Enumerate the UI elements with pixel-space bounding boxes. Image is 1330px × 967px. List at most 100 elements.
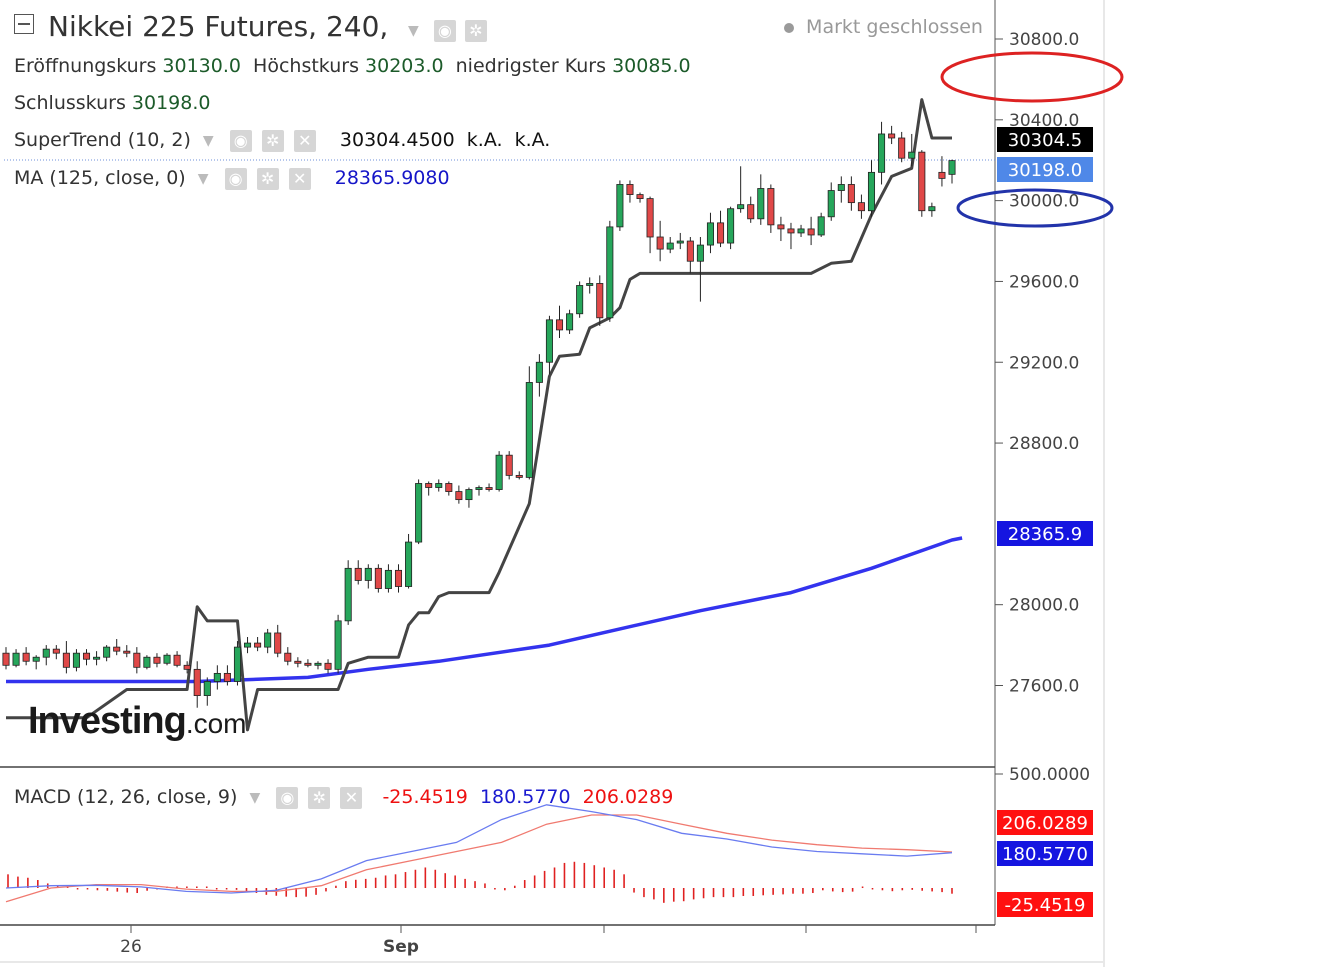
candle-body xyxy=(948,160,956,175)
candle-body xyxy=(706,222,714,246)
candle xyxy=(898,131,906,163)
candle-body xyxy=(203,681,211,697)
macd-label[interactable]: MACD (12, 26, close, 9) xyxy=(14,786,238,808)
macd-signal-value: 206.0289 xyxy=(582,786,674,808)
macd-settings-icon[interactable]: ✲ xyxy=(308,786,331,809)
candle-body xyxy=(515,474,523,478)
candle-body xyxy=(837,184,845,191)
candle xyxy=(918,150,926,217)
candle-body xyxy=(455,491,463,501)
supertrend-dropdown-icon[interactable]: ▼ xyxy=(202,132,214,149)
candle-body xyxy=(878,133,886,173)
ma-label[interactable]: MA (125, close, 0) xyxy=(14,167,186,189)
ma-dropdown-icon[interactable]: ▼ xyxy=(197,170,209,187)
candle xyxy=(233,641,241,686)
macd-visibility-icon[interactable]: ◉ xyxy=(276,786,299,809)
candle xyxy=(405,533,413,589)
macd-signal-path xyxy=(5,814,953,903)
candle xyxy=(817,212,825,237)
candle xyxy=(435,479,443,492)
macd-close-icon[interactable]: ✕ xyxy=(340,786,363,809)
candle xyxy=(928,202,936,217)
supertrend-label[interactable]: SuperTrend (10, 2) xyxy=(14,129,191,151)
candle xyxy=(274,624,282,658)
macd-signal-tag: 206.0289 xyxy=(997,810,1093,835)
title-dropdown-icon[interactable]: ▼ xyxy=(408,23,419,39)
candle-body xyxy=(425,483,433,488)
candle xyxy=(555,305,564,339)
candle xyxy=(686,236,694,274)
low-label: niedrigster Kurs xyxy=(455,55,607,77)
supertrend-visibility-icon[interactable]: ◉ xyxy=(229,129,252,152)
candle-body xyxy=(696,244,704,262)
candle xyxy=(515,471,523,480)
candle xyxy=(52,645,60,660)
candle-body xyxy=(757,188,765,220)
ma-settings-icon[interactable]: ✲ xyxy=(256,167,279,190)
ma-close-icon[interactable]: ✕ xyxy=(288,167,311,190)
supertrend-settings-icon[interactable]: ✲ xyxy=(261,129,284,152)
axis-labels: 27600.0 28000.0 28800.0 29200.0 29600.0 30000… xyxy=(120,30,1079,957)
collapse-icon[interactable] xyxy=(14,14,34,34)
price-tick-label: 28000.0 xyxy=(1009,596,1079,616)
candle xyxy=(656,220,664,262)
candle-body xyxy=(646,198,654,238)
visibility-icon[interactable]: ◉ xyxy=(433,20,456,42)
candle-body xyxy=(847,184,855,204)
candle-body xyxy=(223,672,231,682)
candle-body xyxy=(133,652,141,668)
candle xyxy=(153,653,161,668)
supertrend-close-icon[interactable]: ✕ xyxy=(293,129,316,152)
supertrend-tag: 30304.5 xyxy=(997,127,1093,152)
candle xyxy=(213,665,221,690)
candle xyxy=(193,661,201,708)
price-tick-label: 28800.0 xyxy=(1009,434,1079,454)
candle-body xyxy=(475,487,483,490)
candle xyxy=(636,192,644,203)
candle xyxy=(203,677,211,706)
candle xyxy=(696,236,704,302)
macd-dropdown-icon[interactable]: ▼ xyxy=(249,789,261,806)
candle-body xyxy=(566,313,574,331)
price-tick-label: 30800.0 xyxy=(1009,30,1079,50)
settings-icon[interactable]: ✲ xyxy=(464,20,487,42)
supertrend-path xyxy=(6,98,952,732)
candle-body xyxy=(52,648,60,654)
candle-body xyxy=(857,202,865,212)
candle-body xyxy=(384,569,392,589)
candle-body xyxy=(405,541,413,587)
candle xyxy=(827,182,835,221)
ma-visibility-icon[interactable]: ◉ xyxy=(224,167,247,190)
close-label: Schlusskurs xyxy=(14,92,126,114)
candle-body xyxy=(656,236,664,250)
candle xyxy=(616,180,624,231)
candle-body xyxy=(867,171,876,212)
candle xyxy=(394,564,403,593)
candle-body xyxy=(233,646,241,682)
ma-line-path xyxy=(6,536,963,684)
candle xyxy=(455,485,463,504)
candle xyxy=(22,647,30,666)
candle xyxy=(113,639,121,656)
candle xyxy=(324,659,332,674)
candle-body xyxy=(334,620,342,670)
candle xyxy=(62,641,70,674)
candle xyxy=(757,174,765,225)
candle xyxy=(767,184,775,233)
ma-tag: 28365.9 xyxy=(997,521,1093,546)
candle-body xyxy=(2,652,10,666)
high-label: Höchstkurs xyxy=(253,55,359,77)
candle xyxy=(596,275,604,326)
candle-body xyxy=(737,204,745,210)
candle-body xyxy=(82,652,91,660)
candle xyxy=(797,224,805,237)
candle xyxy=(837,176,845,203)
candle xyxy=(304,659,312,668)
candle-body xyxy=(777,224,785,230)
candle-body xyxy=(62,652,70,668)
candle-body xyxy=(324,662,332,670)
price-tick-label: 27600.0 xyxy=(1009,677,1079,697)
candle-body xyxy=(596,283,604,319)
ma-tag-text: 28365.9 xyxy=(1008,524,1082,545)
